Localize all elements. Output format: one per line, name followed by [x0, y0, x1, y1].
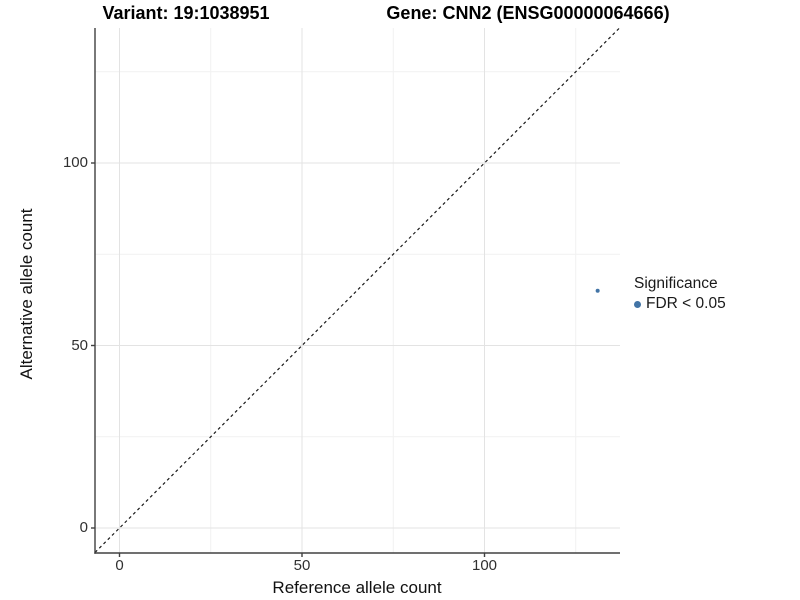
gene-title: Gene: CNN2 (ENSG00000064666)	[386, 3, 670, 23]
legend-point-icon	[634, 300, 641, 308]
data-point	[595, 288, 600, 293]
y-tick-label: 50	[71, 336, 88, 354]
x-axis-title: Reference allele count	[272, 578, 442, 597]
y-axis-title: Alternative allele count	[17, 208, 36, 380]
legend-title: Significance	[634, 275, 718, 292]
x-tick-label: 100	[471, 557, 498, 574]
legend-entry-label: FDR < 0.05	[646, 295, 726, 312]
legend-entry: FDR < 0.05	[634, 295, 726, 313]
identity-line	[94, 27, 620, 553]
x-tick-label: 50	[293, 557, 311, 574]
x-tick-label: 0	[115, 557, 124, 574]
y-tick-label: 0	[79, 519, 88, 536]
variant-title: Variant: 19:1038951	[102, 3, 270, 23]
legend: Significance FDR < 0.05	[634, 275, 726, 313]
y-tick-label: 100	[62, 154, 88, 171]
